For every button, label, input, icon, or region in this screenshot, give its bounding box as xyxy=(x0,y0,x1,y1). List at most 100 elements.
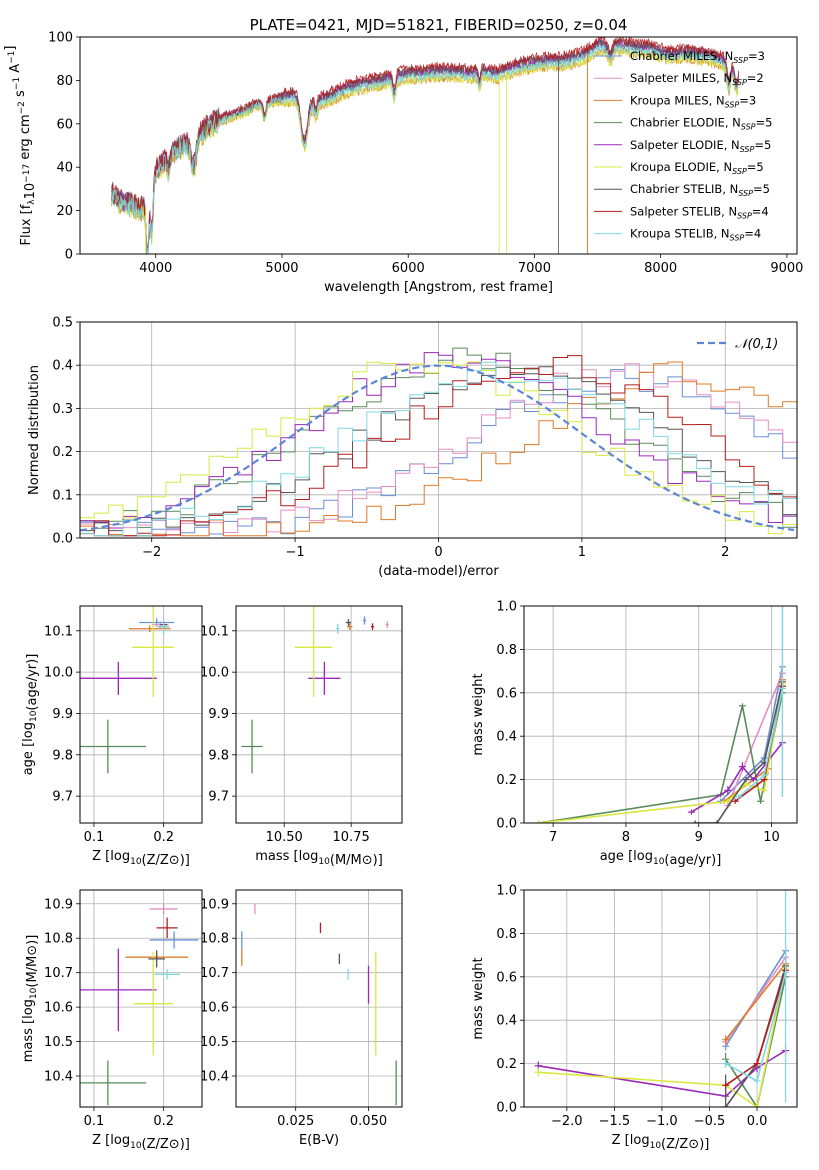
x-tick-label: −2.0 xyxy=(551,1114,583,1129)
y-tick-label: 9.9 xyxy=(208,707,229,722)
y-tick-label: 0.0 xyxy=(52,532,73,547)
spectrum-axes: 4000 5000 6000 7000 8000 9000 0 20 40 60 80 100 wave… xyxy=(3,16,803,295)
y-tick-label: 10.0 xyxy=(44,666,73,681)
x-tick-label: 0.2 xyxy=(153,830,174,845)
legend-label-kroupa_elodie: Kroupa ELODIE, NSSP=5 xyxy=(630,160,764,176)
x-axis-label: (data-model)/error xyxy=(378,564,499,579)
y-tick-label: 0.8 xyxy=(496,927,517,942)
y-tick-label: 10.6 xyxy=(200,1001,229,1016)
mass_vs_ebv-points xyxy=(241,903,397,1106)
x-tick-label: 5000 xyxy=(265,261,298,276)
weight-line-kroupa_elodie xyxy=(538,683,784,823)
x-tick-label: 7000 xyxy=(518,261,551,276)
axes-frame xyxy=(79,889,203,1108)
y-tick-label: 9.7 xyxy=(208,790,229,805)
weight-line-chabrier_stelib xyxy=(725,965,787,1107)
normal-curve xyxy=(80,364,795,532)
y-tick-label: 0.1 xyxy=(52,488,73,503)
y-tick-label: 0.4 xyxy=(52,359,73,374)
weight-line-kroupa_miles xyxy=(725,963,787,1041)
y-tick-label: 10.9 xyxy=(200,897,229,912)
age_vs_mass-axes: 10.50 10.75 9.7 9.8 9.9 10.0 10.1 mass [log10(M… xyxy=(200,605,403,868)
x-tick-label: −1.0 xyxy=(646,1114,678,1129)
legend-label-chabrier_miles: Chabrier MILES, NSSP=3 xyxy=(630,49,765,65)
spectrum-lines xyxy=(111,37,740,254)
weight-line-kroupa_elodie xyxy=(538,967,787,1107)
y-tick-label: 10.6 xyxy=(44,1001,73,1016)
y-tick-label: 0.8 xyxy=(496,643,517,658)
legend-label-salpeter_elodie: Salpeter ELODIE, NSSP=5 xyxy=(630,138,771,154)
y-axis-label: Flux [fλ10−17 erg cm−2 s−1 A−1] xyxy=(3,46,38,246)
x-tick-label: 0.1 xyxy=(84,830,105,845)
y-tick-label: 10.4 xyxy=(200,1070,229,1085)
legend-label-normal: 𝒩(0,1) xyxy=(735,337,778,352)
residual-legend: 𝒩(0,1) xyxy=(697,337,778,352)
y-tick-label: 10.8 xyxy=(200,932,229,947)
x-tick-label: 0.025 xyxy=(277,1114,314,1129)
y-tick-label: 10.7 xyxy=(44,966,73,981)
histogram-kroupa_miles xyxy=(80,361,797,537)
weight-line-chabrier_elodie xyxy=(725,976,787,1107)
y-tick-label: 9.8 xyxy=(208,748,229,763)
y-tick-label: 9.7 xyxy=(52,790,73,805)
y-tick-label: 0.2 xyxy=(496,773,517,788)
spectrum-line-kroupa_stelib xyxy=(111,44,740,254)
x-tick-label: 0.2 xyxy=(153,1114,174,1129)
age_vs_z-points xyxy=(80,606,175,774)
y-tick-label: 10.5 xyxy=(44,1035,73,1050)
x-tick-label: 10.75 xyxy=(333,830,370,845)
x-tick-label: 0 xyxy=(434,545,442,560)
y-tick-label: 0.3 xyxy=(52,402,73,417)
y-tick-label: 0.4 xyxy=(496,730,517,745)
y-tick-label: 60 xyxy=(56,117,73,132)
x-axis-label: E(B-V) xyxy=(299,1133,339,1148)
y-tick-label: 0.6 xyxy=(496,686,517,701)
x-tick-label: 7 xyxy=(549,830,557,845)
age_vs_z-axes: 0.1 0.2 9.7 9.8 9.9 10.0 10.1 Z [log10(Z/Z⊙)] ag… xyxy=(21,605,203,868)
x-axis-label: age [log10(age/yr)] xyxy=(600,849,722,868)
chart-title: PLATE=0421, MJD=51821, FIBERID=0250, z=0… xyxy=(250,16,628,34)
x-tick-label: 4000 xyxy=(139,261,172,276)
y-tick-label: 0.6 xyxy=(496,970,517,985)
y-tick-label: 10.1 xyxy=(200,624,229,639)
x-tick-label: 1 xyxy=(578,545,586,560)
y-tick-label: 9.8 xyxy=(52,748,73,763)
x-axis-label: wavelength [Angstrom, rest frame] xyxy=(324,280,553,295)
y-tick-label: 20 xyxy=(56,204,73,219)
y-tick-label: 0.0 xyxy=(496,817,517,832)
y-tick-label: 9.9 xyxy=(52,707,73,722)
mass_vs_ebv-axes: 0.025 0.050 10.4 10.5 10.6 10.7 10.8 10.9 E(B-V) xyxy=(200,889,403,1148)
y-tick-label: 10.0 xyxy=(200,666,229,681)
y-tick-label: 1.0 xyxy=(496,884,517,899)
weight_vs_z-axes: −2.0 −1.5 −1.0 −0.5 0.0 0.0 0.2 0.4 0.6 0.8 1.0 Z [… xyxy=(471,884,798,1152)
x-tick-label: 10.50 xyxy=(266,830,303,845)
legend-label-chabrier_stelib: Chabrier STELIB, NSSP=5 xyxy=(630,182,770,198)
x-axis-label: Z [log10(Z/Z⊙)] xyxy=(92,849,190,868)
y-tick-label: 100 xyxy=(48,31,73,46)
x-tick-label: 0.0 xyxy=(747,1114,768,1129)
histogram-bars xyxy=(80,347,797,537)
histogram-salpeter_miles xyxy=(80,363,797,537)
legend-label-kroupa_stelib: Kroupa STELIB, NSSP=4 xyxy=(630,227,761,243)
y-tick-label: 0.4 xyxy=(496,1014,517,1029)
legend-label-salpeter_miles: Salpeter MILES, NSSP=2 xyxy=(630,71,764,87)
axes-frame xyxy=(523,605,798,824)
y-tick-label: 0 xyxy=(65,248,73,263)
y-axis-label: mass weight xyxy=(471,957,486,1039)
y-axis-label: age [log10(age/yr)] xyxy=(21,654,40,776)
y-tick-label: 0.5 xyxy=(52,316,73,331)
histogram-salpeter_elodie xyxy=(80,352,797,529)
weight_vs_age-axes: 7 8 9 10 0.0 0.2 0.4 0.6 0.8 1.0 age [log10(age/yr… xyxy=(471,600,798,868)
y-axis-label: mass weight xyxy=(471,673,486,755)
y-tick-label: 80 xyxy=(56,74,73,89)
x-tick-label: 9000 xyxy=(770,261,803,276)
x-axis-label: Z [log10(Z/Z⊙)] xyxy=(92,1133,190,1152)
x-tick-label: 0.050 xyxy=(350,1114,387,1129)
y-tick-label: 10.1 xyxy=(44,624,73,639)
y-tick-label: 10.4 xyxy=(44,1070,73,1085)
axes-frame xyxy=(79,321,798,539)
y-tick-label: 1.0 xyxy=(496,600,517,615)
weight_vs_z-lines xyxy=(534,890,790,1107)
axes-frame xyxy=(235,605,403,824)
y-tick-label: 10.8 xyxy=(44,932,73,947)
